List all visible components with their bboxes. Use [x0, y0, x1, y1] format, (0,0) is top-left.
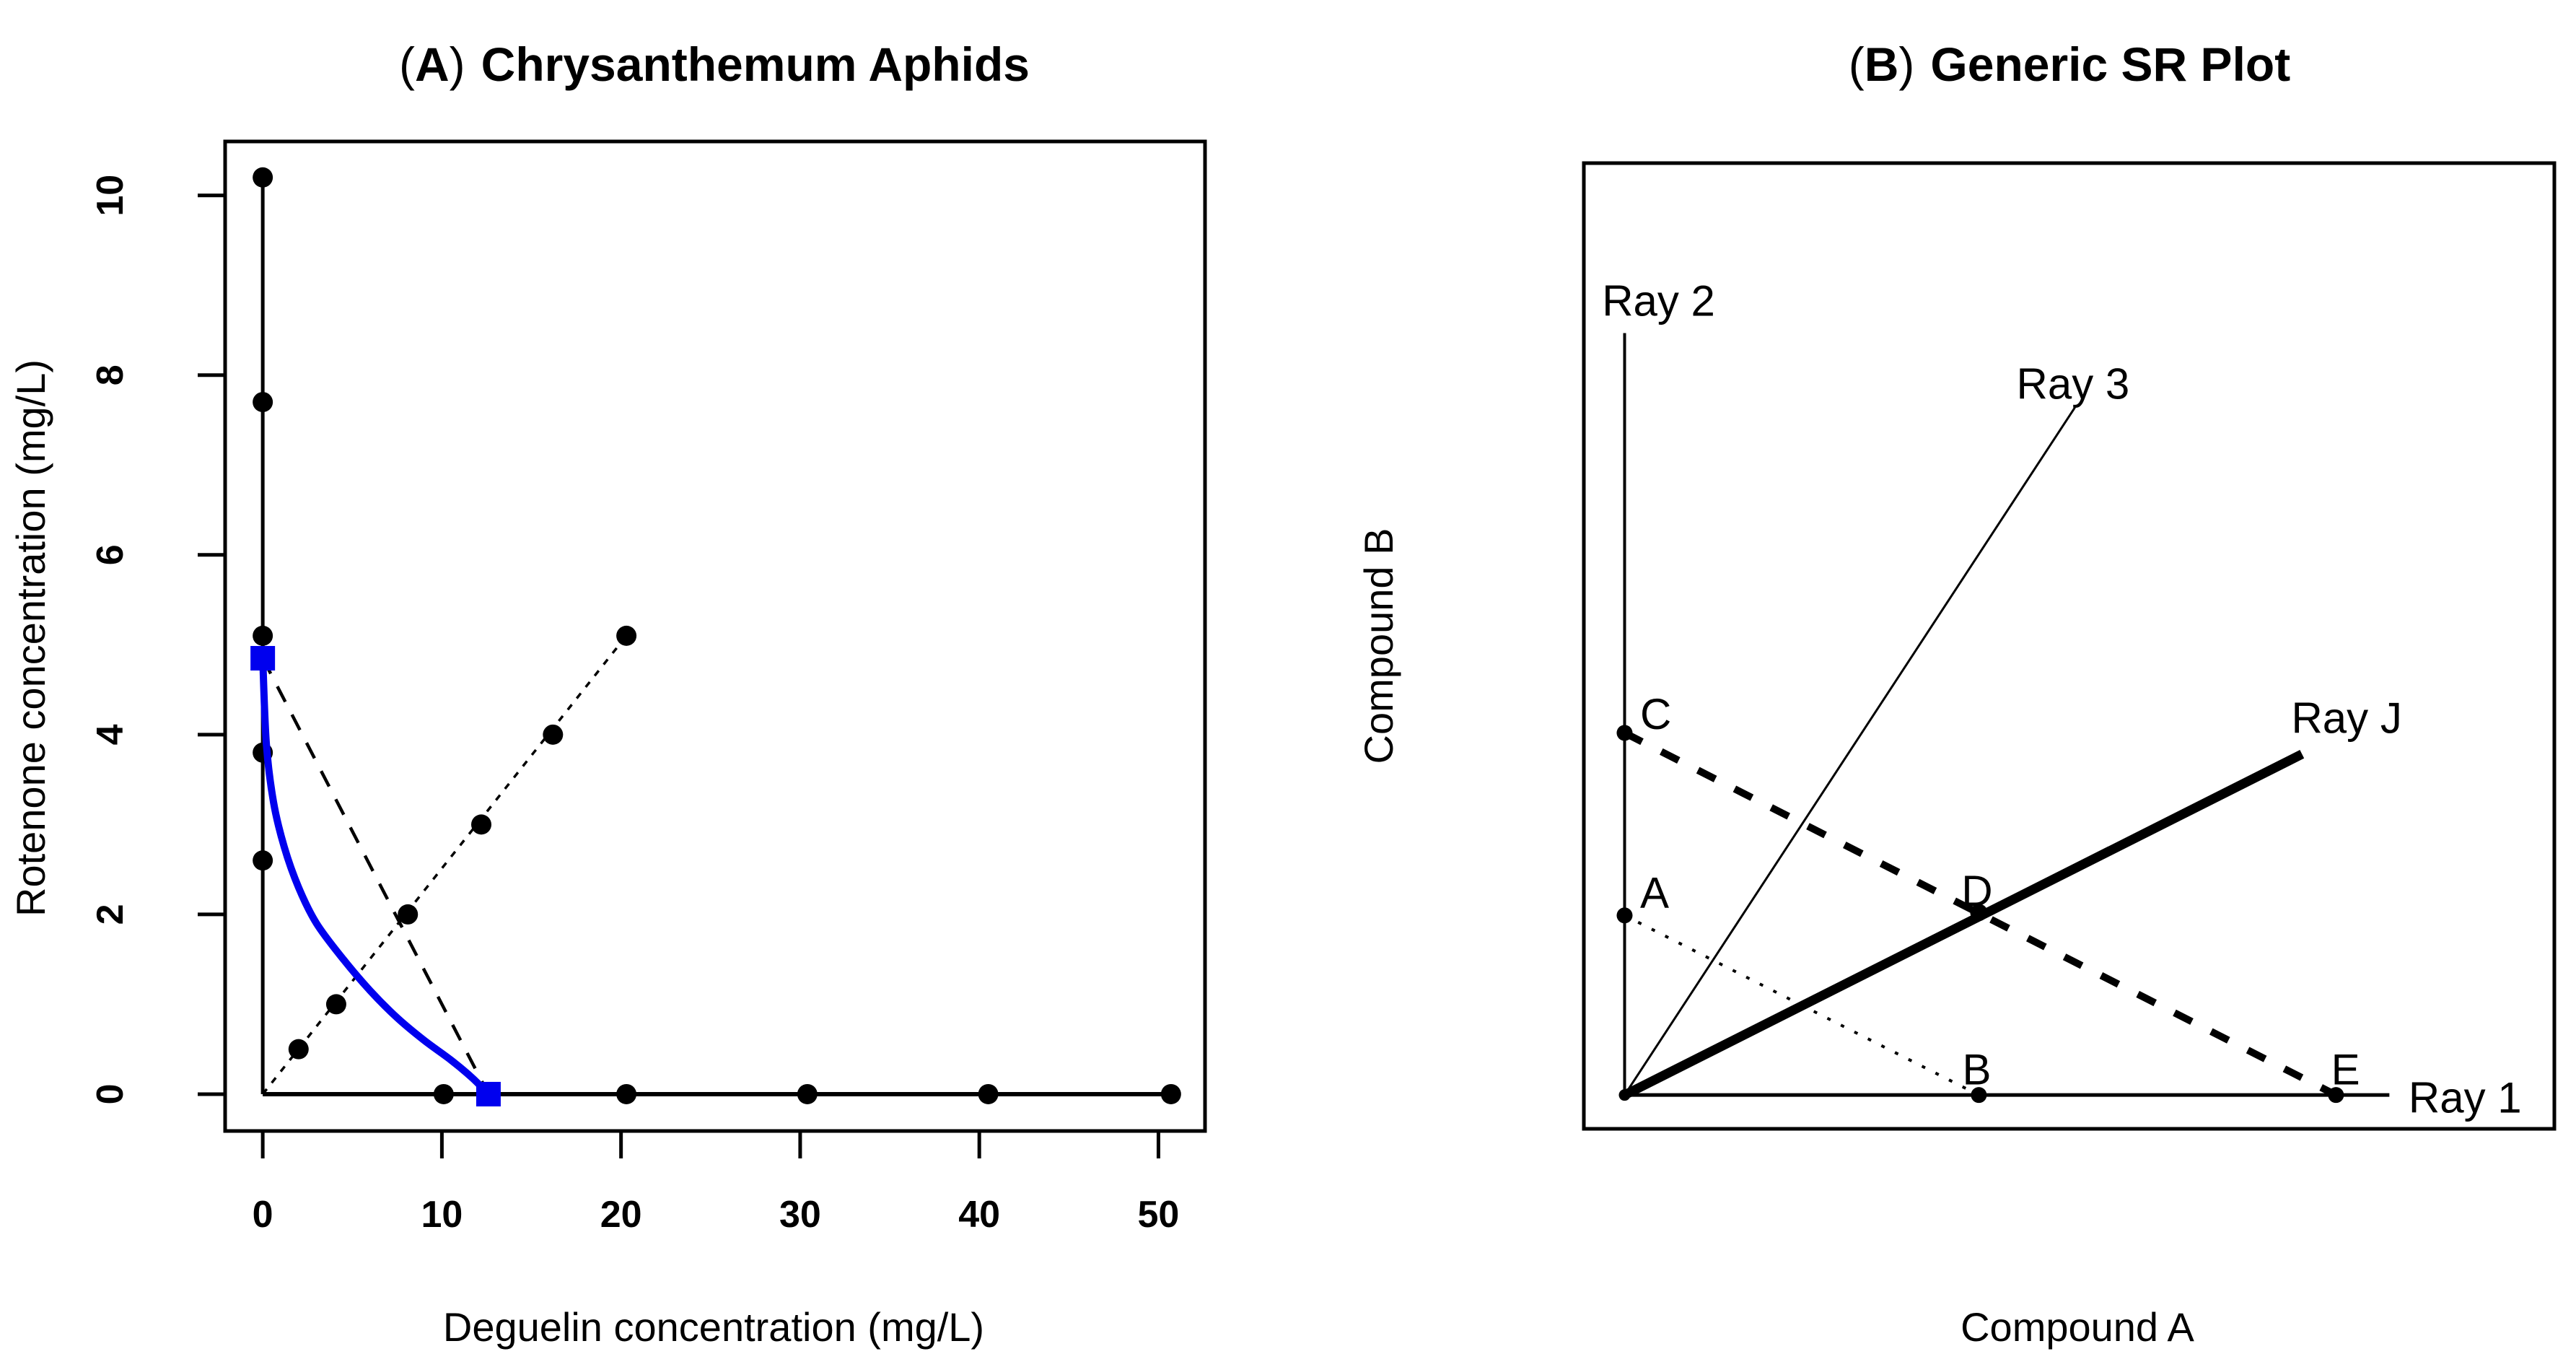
panel-b-labels: Ray 1 Ray 2 Ray 3 Ray J A B C D E	[1602, 276, 2521, 1122]
isobole-C-to-E-heavy-dashed	[1623, 729, 2338, 1099]
data-point-rotenone-alone-ray	[253, 850, 273, 871]
ray-j-label: Ray J	[2291, 694, 2401, 742]
y-tick-label: 6	[89, 544, 131, 565]
y-tick-label: 10	[89, 175, 131, 217]
y-tick-label: 0	[89, 1083, 131, 1104]
series-synergy-isobole-curve	[250, 646, 501, 1106]
ray-3-line	[1624, 406, 2076, 1096]
data-point-deguelin-alone-ray	[978, 1083, 999, 1104]
y-tick-label: 4	[89, 724, 131, 745]
point-D-label: D	[1961, 867, 1992, 915]
panel-b-rays	[1622, 333, 2390, 1099]
x-tick-label: 0	[253, 1194, 273, 1236]
origin-point	[1618, 1089, 1631, 1101]
ray-1-label: Ray 1	[2409, 1073, 2522, 1122]
panel-a-plot-box	[223, 139, 1207, 1133]
x-tick-label: 20	[600, 1194, 642, 1236]
panel-a-x-axis-title: Deguelin concentration (mg/L)	[443, 1304, 984, 1350]
data-point-mixture-ray-1-to-4	[471, 814, 492, 835]
ray-3-label: Ray 3	[2017, 359, 2130, 408]
point-D	[1970, 904, 1988, 922]
panel-b-plot-box	[1582, 161, 2557, 1131]
data-point-deguelin-alone-ray	[616, 1083, 637, 1104]
point-B	[1971, 1087, 1987, 1104]
data-point-rotenone-alone-ray	[253, 167, 273, 188]
panel-b-y-axis-title: Compound B	[1356, 528, 1401, 764]
y-tick-label: 8	[89, 364, 131, 385]
synergy-isobole-curve-line	[259, 658, 491, 1097]
y-tick-label: 2	[89, 904, 131, 925]
data-point-rotenone-alone-ray	[253, 625, 273, 646]
ray-2-label: Ray 2	[1602, 276, 1715, 325]
panel-b-points	[1616, 725, 2344, 1104]
point-E	[2328, 1087, 2344, 1104]
x-tick-label: 50	[1138, 1194, 1180, 1236]
panel-b-generic-sr-plot: (B) Generic SR Plot Ray 1 Ray 2 Ray 3 Ray J A…	[1356, 38, 2557, 1350]
panel-a-data-series	[250, 167, 1181, 1106]
panel-b-title: (B) Generic SR Plot	[1849, 38, 2290, 91]
data-point-mixture-ray-1-to-4	[288, 1039, 309, 1060]
ed50-square-marker	[476, 1081, 501, 1106]
panel-a-title: (A) Chrysanthemum Aphids	[399, 38, 1030, 91]
data-point-mixture-ray-1-to-4	[616, 625, 637, 646]
panel-a-y-axis-title: Rotenone concentration (mg/L)	[8, 359, 53, 917]
data-point-deguelin-alone-ray	[433, 1083, 454, 1104]
panel-a-chrysanthemum-aphids: (A) Chrysanthemum Aphids 0 10 20 30 40 50 0 2 4 6 8…	[8, 38, 1207, 1350]
x-tick-label: 10	[421, 1194, 463, 1236]
series-rotenone-alone-ray	[253, 167, 273, 1094]
point-A-label: A	[1640, 869, 1669, 917]
point-C	[1616, 725, 1633, 741]
series-deguelin-alone-ray	[263, 1083, 1181, 1104]
ray-j-line	[1622, 750, 2305, 1099]
mixture-ray-1-to-4-line	[261, 634, 628, 1096]
point-B-label: B	[1963, 1045, 1992, 1093]
ed50-square-marker	[250, 646, 276, 671]
point-A	[1616, 907, 1633, 924]
data-point-rotenone-alone-ray	[253, 392, 273, 413]
data-point-deguelin-alone-ray	[1160, 1083, 1181, 1104]
panel-a-ticks: 0 10 20 30 40 50 0 2 4 6 8 10	[89, 175, 1179, 1236]
data-point-mixture-ray-1-to-4	[543, 724, 564, 745]
panel-b-x-axis-title: Compound A	[1961, 1304, 2194, 1350]
x-tick-label: 30	[779, 1194, 821, 1236]
x-tick-label: 40	[958, 1194, 1000, 1236]
series-mixture-ray-1-to-4	[261, 625, 637, 1096]
point-E-label: E	[2331, 1045, 2360, 1093]
panel-b-isobole-segments	[1623, 729, 2338, 1099]
point-C-label: C	[1640, 690, 1671, 738]
data-point-mixture-ray-1-to-4	[398, 904, 419, 925]
data-point-deguelin-alone-ray	[797, 1083, 818, 1104]
isobole-A-to-B-fine-dotted	[1624, 914, 1980, 1096]
data-point-mixture-ray-1-to-4	[325, 994, 346, 1015]
